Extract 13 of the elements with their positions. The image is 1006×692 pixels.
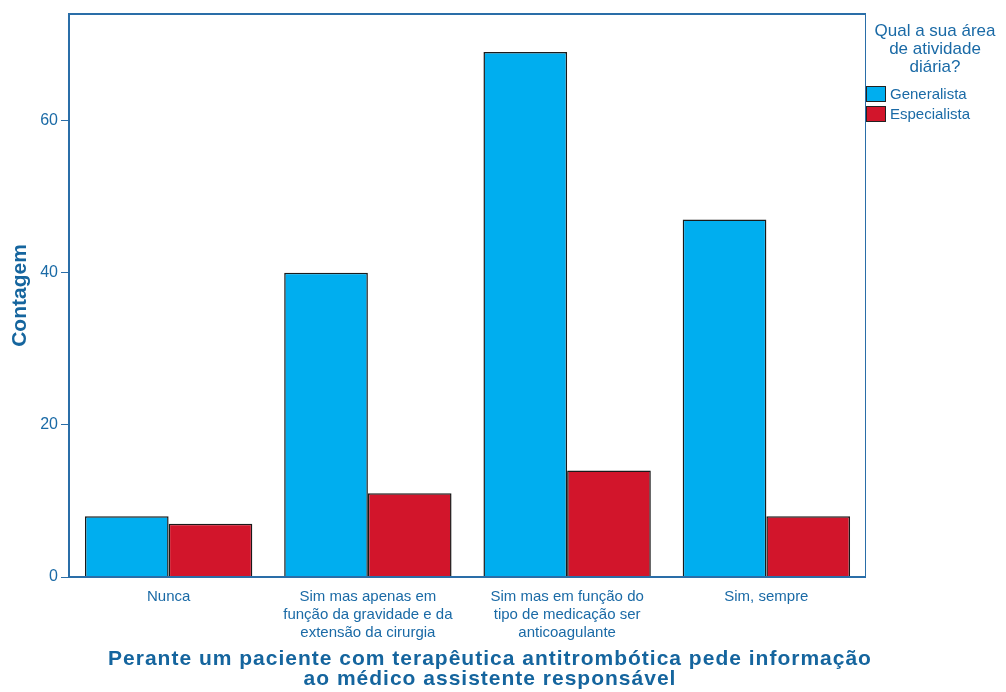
x-axis-title: Perante um paciente com terapêutica antitrombótica pede informação ao médico assistente responsável — [107, 646, 873, 689]
x-tick-label: Sim, sempre — [724, 587, 809, 605]
y-tick-label: 60 — [40, 110, 59, 128]
y-tick-label: 40 — [40, 263, 59, 281]
x-tick-label: Nunca — [146, 587, 191, 605]
y-tick-label: 20 — [40, 415, 59, 433]
legend-title: Qual a sua área de atividade diária? — [873, 21, 997, 76]
x-tick-label: Sim mas em função do tipo de medicação ser anticoagulante — [490, 587, 644, 641]
y-tick-label: 0 — [49, 567, 59, 585]
legend-label: Especialista — [890, 104, 971, 124]
x-tick-label: Sim mas apenas em função da gravidade e da extensão da cirurgia — [283, 587, 454, 641]
y-axis-title: Contagem — [7, 244, 31, 347]
legend-label: Generalista — [890, 84, 967, 104]
